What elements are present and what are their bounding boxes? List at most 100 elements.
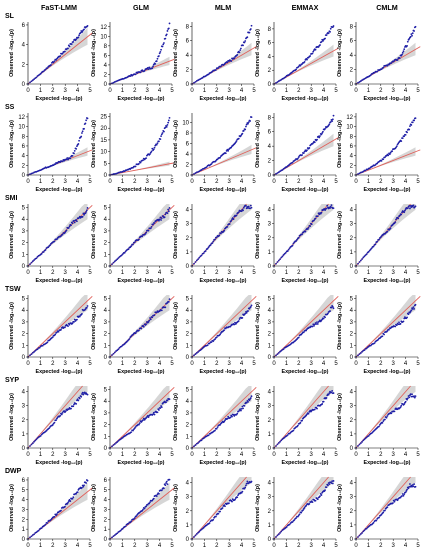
observed-point	[124, 525, 127, 528]
observed-point	[313, 408, 316, 411]
panel-syp-glm: 0 1 2 3 4 5 0 1 2 3 4 5 Expected -log₁₀(p) Observed -…	[91, 386, 175, 466]
observed-point	[413, 483, 416, 486]
y-tick-label: 2	[350, 332, 354, 338]
y-tick-label: 2	[350, 236, 354, 242]
x-tick-label: 5	[416, 88, 420, 94]
observed-point	[324, 127, 326, 130]
x-tick-label: 2	[215, 88, 219, 94]
observed-point	[65, 158, 68, 161]
panel-tsw-fast-lmm: 0 1 2 3 4 5 0 1 2 3 4 5 Expected -log₁₀(p) Observed -…	[9, 295, 93, 375]
y-tick-label: 4	[104, 217, 108, 223]
y-axis-title: Observed -log₁₀(p)	[9, 211, 15, 259]
y-tick-label: 4	[186, 208, 190, 214]
observed-point	[76, 491, 79, 494]
x-axis-title: Expected -log₁₀(p)	[200, 369, 247, 375]
observed-point	[413, 119, 416, 122]
panel-tsw-cmlm: 0 1 2 3 4 5 0 1 2 3 4 5 Expected -log₁₀(p) Observed -…	[337, 295, 421, 375]
observed-point	[312, 323, 315, 326]
x-tick-label: 2	[215, 452, 219, 458]
observed-point	[215, 427, 218, 430]
x-tick-label: 0	[108, 88, 112, 94]
observed-point	[376, 240, 379, 243]
observed-point	[85, 209, 88, 212]
x-axis-title: Expected -log₁₀(p)	[282, 369, 329, 375]
expected-line	[109, 162, 175, 176]
x-tick-label: 4	[404, 361, 408, 367]
y-tick-label: 1	[104, 343, 108, 349]
observed-point	[35, 76, 38, 79]
y-tick-label: 8	[186, 131, 190, 137]
panel-tsw-glm: 0 1 2 3 4 5 0 1 2 3 4 5 Expected -log₁₀(p) Observed -…	[91, 295, 175, 375]
x-tick-label: 5	[170, 179, 174, 185]
x-tick-label: 5	[334, 270, 338, 276]
observed-point	[41, 344, 44, 347]
panel-tsw-emmax: 0 1 2 3 4 5 0 1 2 3 4 5 Expected -log₁₀(p) Observed -…	[255, 295, 339, 375]
observed-point	[358, 81, 361, 83]
observed-point	[243, 41, 246, 44]
x-tick-label: 1	[39, 452, 43, 458]
observed-point	[138, 423, 140, 426]
observed-point	[400, 213, 403, 216]
observed-point	[67, 408, 70, 411]
observed-point	[404, 209, 406, 212]
observed-point	[279, 440, 281, 443]
x-tick-label: 2	[297, 543, 301, 549]
observed-point	[207, 434, 210, 437]
y-tick-label: 1	[186, 523, 190, 529]
observed-point	[245, 401, 248, 404]
observed-point	[167, 121, 170, 124]
observed-point	[83, 484, 85, 487]
observed-point	[237, 137, 240, 140]
confidence-band	[274, 204, 334, 266]
observed-point	[410, 33, 413, 36]
expected-line	[191, 296, 257, 358]
observed-point	[291, 161, 294, 164]
y-tick-label: 1	[350, 250, 354, 256]
x-tick-label: 5	[88, 543, 92, 549]
observed-point	[409, 207, 411, 210]
observed-point	[322, 400, 325, 403]
x-axis-title: Expected -log₁₀(p)	[200, 460, 247, 466]
observed-point	[77, 399, 80, 402]
x-tick-label: 5	[416, 452, 420, 458]
x-tick-label: 3	[64, 179, 68, 185]
y-tick-label: 2	[186, 68, 190, 74]
observed-point	[67, 47, 69, 50]
y-tick-label: 1	[268, 523, 272, 529]
observed-point	[197, 351, 200, 353]
panel-sl-cmlm: 0 1 2 3 4 5 0 2 4 6 8 Expected -log₁₀(p) Observed -l…	[337, 22, 421, 102]
panel-sl-fast-lmm: 0 1 2 3 4 5 0 2 4 6 Expected -log₁₀(p) Observed -lo…	[9, 22, 93, 102]
observed-point	[361, 532, 363, 534]
observed-point	[359, 259, 362, 262]
observed-point	[35, 438, 38, 441]
observed-point	[331, 306, 334, 308]
observed-point	[147, 416, 150, 418]
observed-point	[151, 67, 154, 70]
observed-point	[414, 303, 417, 306]
observed-point	[381, 421, 384, 424]
observed-point	[208, 522, 211, 524]
x-tick-label: 1	[121, 452, 125, 458]
x-tick-label: 4	[240, 361, 244, 367]
y-tick-label: 4	[186, 308, 190, 314]
observed-point	[245, 125, 247, 128]
observed-point	[71, 322, 74, 325]
observed-point	[64, 50, 66, 53]
observed-point	[163, 42, 165, 44]
y-tick-label: 0	[186, 537, 190, 543]
observed-point	[276, 443, 279, 446]
observed-point	[197, 258, 200, 261]
x-tick-label: 3	[228, 452, 232, 458]
y-axis-title: Observed -log₁₀(p)	[337, 120, 343, 168]
observed-point	[162, 43, 165, 46]
y-tick-label: 1	[350, 432, 354, 438]
observed-point	[250, 304, 253, 307]
observed-point	[149, 318, 152, 321]
observed-point	[332, 480, 335, 482]
y-tick-label: 6	[22, 478, 26, 484]
observed-point	[313, 219, 315, 222]
observed-point	[113, 260, 116, 263]
x-tick-label: 1	[285, 543, 289, 549]
observed-point	[275, 536, 277, 538]
